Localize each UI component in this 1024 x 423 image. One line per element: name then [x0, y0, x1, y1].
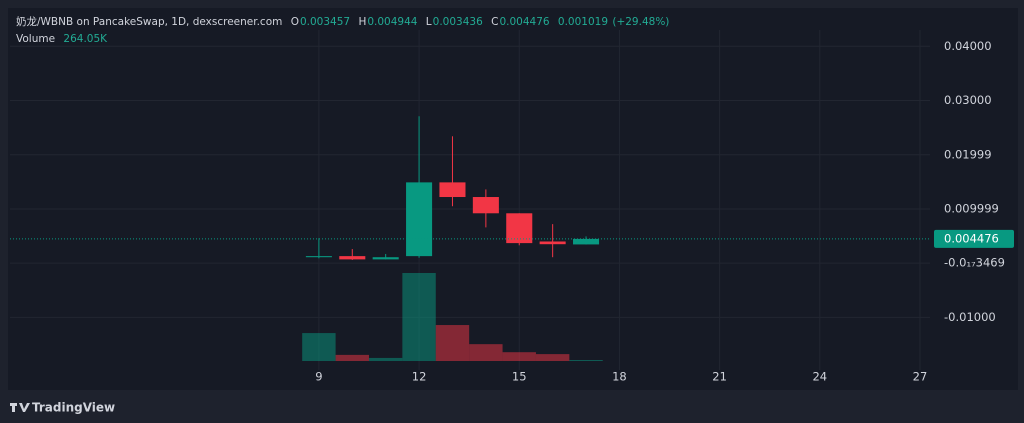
price-label: 0.004476: [944, 231, 999, 245]
y-tick-label: 0.009999: [944, 201, 999, 215]
candle-body: [506, 213, 533, 244]
change: 0.001019: [557, 16, 609, 28]
candle-body: [573, 238, 600, 245]
ohlc-value: 0.003436: [432, 16, 483, 28]
brand-logo: TradingView: [10, 401, 115, 415]
candle-body: [339, 256, 366, 260]
x-tick-label: 27: [913, 370, 928, 384]
chart-bg: [8, 8, 1018, 390]
volume-bar: [535, 354, 570, 361]
candle-body: [406, 182, 433, 257]
y-tick-label: 0.01999: [944, 147, 992, 161]
price-tag: [934, 229, 1014, 248]
ohlc-letter: H: [358, 16, 367, 28]
y-tick-label: -0.01000: [944, 310, 996, 324]
change-pct: (+29.48%): [612, 16, 670, 28]
y-tick-label: -0.0₁₇3469: [944, 256, 1005, 270]
ohlc-letter: O: [290, 16, 299, 28]
legend-row: 奶龙/WBNB on PancakeSwap, 1D, dexscreener.…: [16, 14, 670, 31]
legend: 奶龙/WBNB on PancakeSwap, 1D, dexscreener.…: [16, 14, 670, 48]
x-tick-label: 15: [512, 370, 527, 384]
volume-value: 264.05K: [63, 33, 108, 45]
x-tick-label: 9: [315, 370, 322, 384]
volume-bar: [368, 357, 403, 361]
candle-body: [305, 256, 332, 258]
y-tick-label: 0.03000: [944, 93, 992, 107]
legend-row: Volume 264.05K: [16, 31, 670, 48]
candle-body: [439, 182, 466, 198]
x-tick-label: 12: [412, 370, 427, 384]
volume-bar: [502, 352, 536, 361]
volume-bar: [469, 344, 503, 361]
ohlc-value: 0.004476: [499, 16, 550, 28]
ohlc-letter: L: [425, 16, 432, 28]
volume-bar: [435, 325, 470, 361]
candle-body: [372, 257, 399, 260]
volume-bar: [302, 333, 336, 361]
candle-body: [472, 197, 499, 214]
x-tick-label: 18: [612, 370, 627, 384]
volume-bar: [402, 273, 436, 361]
ohlc-value: 0.003457: [299, 16, 351, 28]
volume-bar: [569, 359, 603, 361]
symbol-title: 奶龙/WBNB on PancakeSwap, 1D, dexscreener.…: [16, 16, 283, 28]
brand-text: TradingView: [32, 401, 115, 415]
volume-name: Volume: [16, 33, 56, 45]
volume-bar: [335, 354, 369, 361]
x-tick-label: 24: [812, 370, 827, 384]
ohlc-value: 0.004944: [367, 16, 418, 28]
x-tick-label: 21: [712, 370, 727, 384]
ohlc-letter: C: [491, 16, 499, 28]
y-tick-label: 0.04000: [944, 39, 992, 53]
candle-body: [539, 241, 566, 245]
